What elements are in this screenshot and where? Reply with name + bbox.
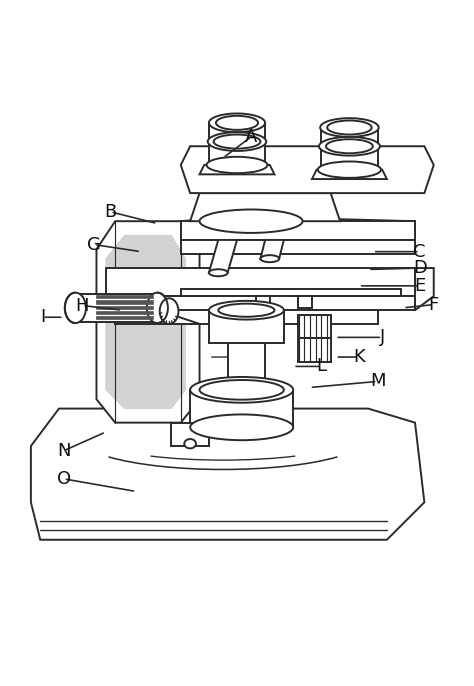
Polygon shape	[190, 193, 340, 221]
Polygon shape	[31, 409, 424, 540]
Polygon shape	[181, 289, 401, 296]
Polygon shape	[97, 221, 200, 423]
Polygon shape	[218, 273, 284, 296]
Text: M: M	[370, 372, 385, 390]
Ellipse shape	[190, 377, 293, 403]
Polygon shape	[106, 268, 415, 296]
Ellipse shape	[216, 116, 258, 130]
Ellipse shape	[147, 293, 168, 323]
Text: A: A	[245, 128, 257, 146]
Text: I: I	[40, 308, 45, 327]
Ellipse shape	[326, 139, 373, 153]
Polygon shape	[200, 165, 274, 174]
Polygon shape	[256, 296, 270, 308]
Ellipse shape	[200, 209, 302, 233]
Polygon shape	[172, 423, 209, 446]
Polygon shape	[415, 268, 434, 310]
Ellipse shape	[200, 380, 284, 400]
Polygon shape	[97, 300, 153, 304]
Polygon shape	[106, 235, 185, 409]
Ellipse shape	[184, 439, 196, 449]
Polygon shape	[97, 316, 153, 319]
Polygon shape	[181, 221, 415, 240]
Text: F: F	[428, 296, 439, 314]
Ellipse shape	[214, 134, 260, 149]
Ellipse shape	[65, 293, 86, 323]
Polygon shape	[181, 146, 434, 193]
Ellipse shape	[319, 137, 380, 156]
Text: K: K	[353, 348, 365, 366]
Polygon shape	[106, 296, 415, 310]
Ellipse shape	[320, 118, 379, 137]
Ellipse shape	[160, 298, 178, 324]
Polygon shape	[115, 296, 200, 324]
Polygon shape	[260, 240, 284, 259]
Polygon shape	[209, 310, 284, 343]
Text: J: J	[380, 329, 385, 346]
Ellipse shape	[208, 132, 266, 151]
Text: N: N	[57, 442, 71, 460]
Polygon shape	[228, 343, 265, 381]
Polygon shape	[181, 240, 415, 254]
Polygon shape	[298, 315, 331, 338]
Ellipse shape	[260, 255, 279, 262]
Text: E: E	[414, 277, 425, 295]
Ellipse shape	[209, 113, 265, 132]
Text: H: H	[76, 296, 89, 314]
Text: B: B	[104, 203, 117, 221]
Text: L: L	[316, 357, 326, 375]
Ellipse shape	[190, 414, 293, 440]
Polygon shape	[321, 128, 377, 169]
Text: D: D	[413, 259, 427, 277]
Polygon shape	[115, 296, 377, 324]
Polygon shape	[298, 338, 331, 362]
Text: O: O	[56, 470, 71, 488]
Polygon shape	[97, 295, 153, 298]
Polygon shape	[298, 296, 312, 308]
Ellipse shape	[209, 269, 228, 276]
Ellipse shape	[209, 301, 284, 320]
Polygon shape	[190, 390, 293, 427]
Polygon shape	[97, 311, 153, 314]
Polygon shape	[209, 123, 265, 165]
Polygon shape	[312, 169, 387, 179]
Polygon shape	[73, 294, 157, 322]
Polygon shape	[97, 305, 153, 309]
Ellipse shape	[207, 157, 267, 173]
Ellipse shape	[218, 304, 274, 317]
Text: C: C	[413, 243, 426, 261]
Polygon shape	[181, 217, 415, 240]
Ellipse shape	[318, 161, 381, 178]
Polygon shape	[209, 240, 237, 273]
Ellipse shape	[327, 121, 372, 134]
Text: G: G	[87, 235, 101, 254]
